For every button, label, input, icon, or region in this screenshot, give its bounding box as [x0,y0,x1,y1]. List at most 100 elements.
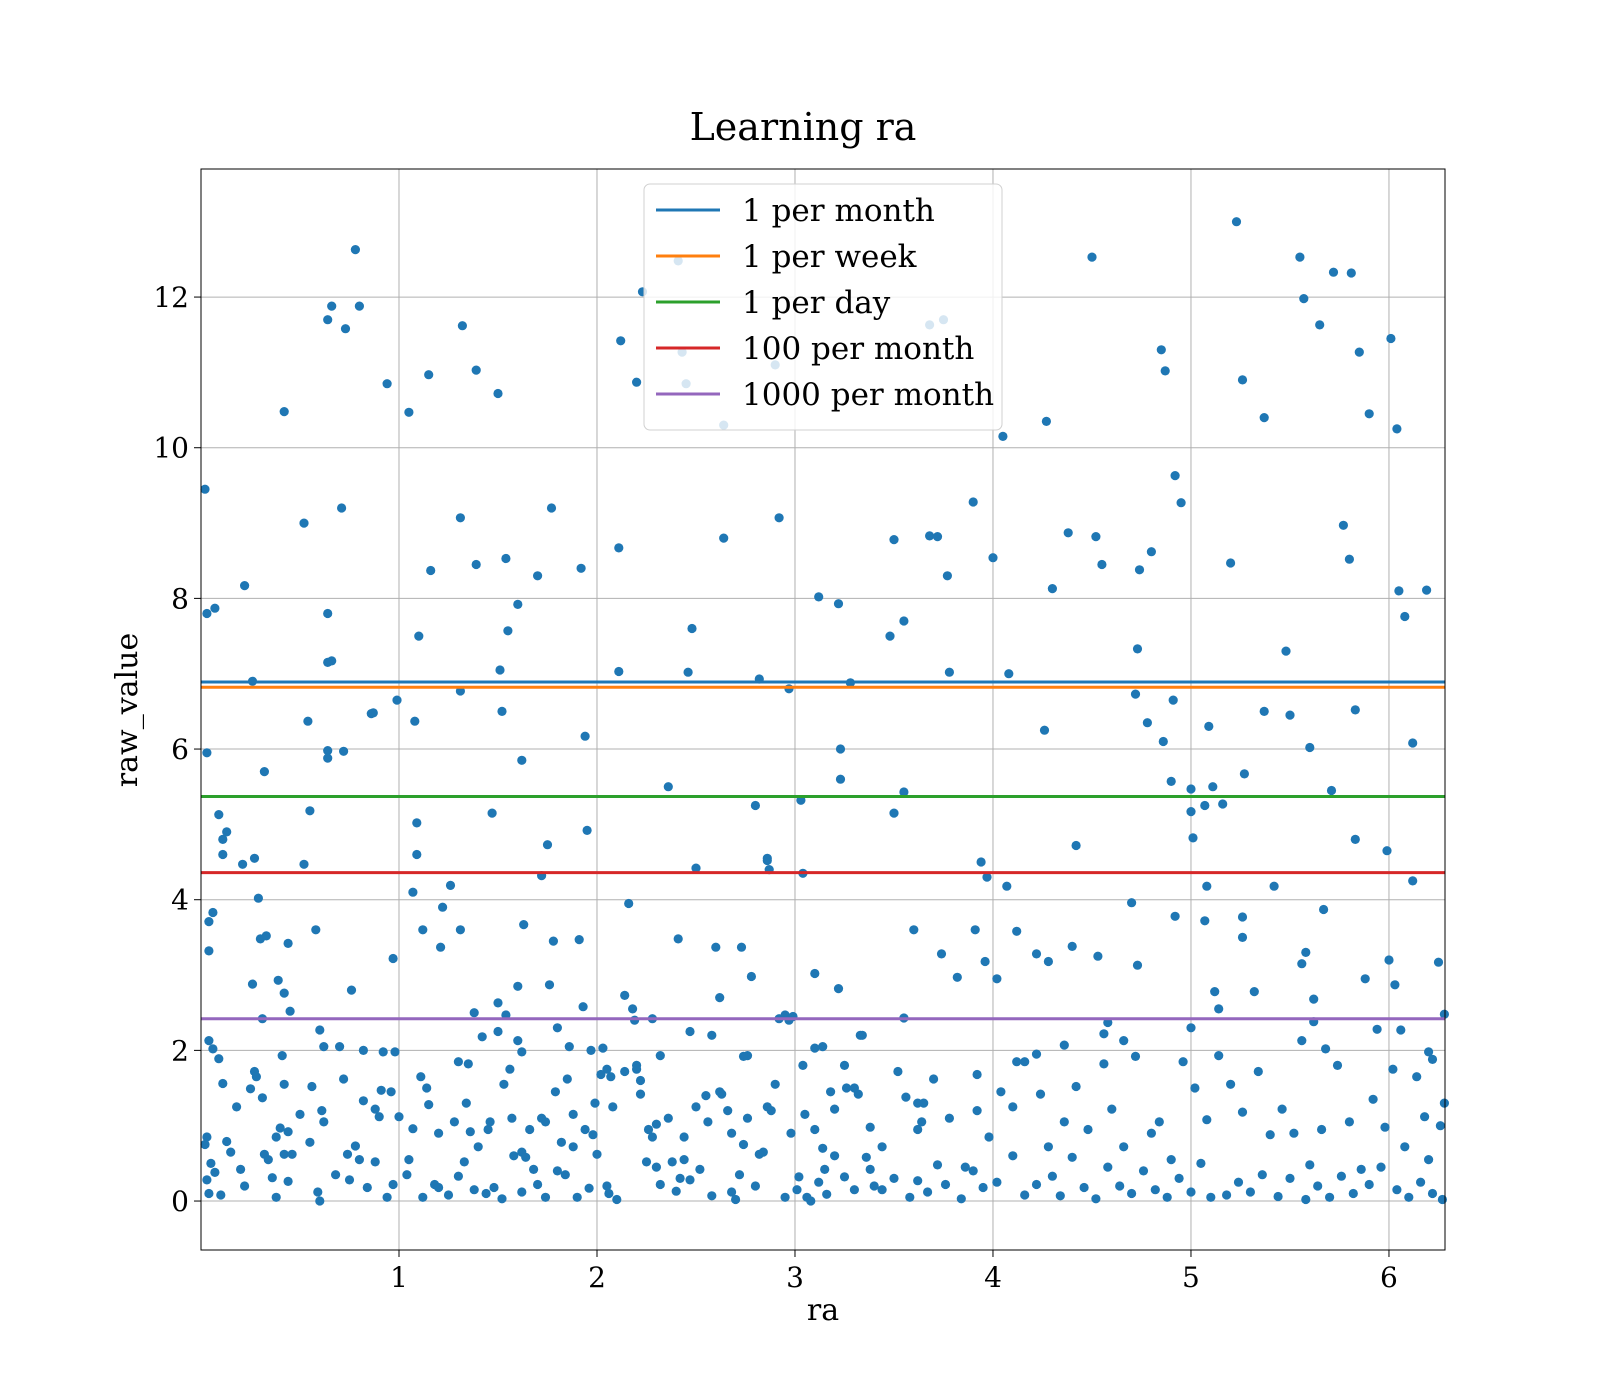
data-point [691,1102,701,1112]
data-point [200,1139,210,1150]
data-point [485,1117,495,1127]
data-point [1386,333,1396,344]
data-point [1427,1054,1438,1064]
data-point [1233,1177,1244,1187]
data-point [422,1083,432,1093]
data-point [1350,705,1360,715]
data-point [736,942,747,952]
data-point [394,1112,404,1122]
y-tick-label: 10 [153,432,189,465]
data-point [612,1194,622,1205]
data-point [620,990,630,1001]
data-point [410,716,420,726]
data-point [849,1185,860,1195]
data-point [1404,1192,1414,1202]
data-point [1031,1049,1042,1059]
data-point [1305,1160,1315,1170]
data-point [202,1175,212,1185]
data-point [473,1142,483,1152]
data-point [738,1051,749,1061]
data-point [408,887,418,897]
data-point [1237,932,1248,943]
data-point [853,1089,863,1099]
data-point [1146,547,1156,557]
data-point [592,1149,602,1159]
data-point [1130,1051,1141,1061]
data-point [582,825,592,836]
data-point [988,553,998,563]
data-point [1002,881,1012,891]
data-point [416,1072,426,1082]
data-point [287,1149,297,1159]
chart-title: Learning ra [690,105,917,149]
data-point [517,755,527,765]
data-point [784,684,794,694]
data-point [495,665,505,675]
data-point [1166,1155,1176,1165]
data-point [1408,738,1418,748]
data-point [1400,1142,1410,1152]
data-point [976,857,986,867]
data-point [529,1164,539,1174]
data-point [835,744,846,754]
data-point [214,1054,224,1064]
data-point [1020,1057,1030,1067]
data-point [247,979,258,989]
data-point [1079,1182,1089,1193]
data-point [1214,1004,1224,1014]
data-point [1087,252,1097,262]
data-point [1186,807,1196,817]
y-tick-label: 4 [171,884,189,917]
data-point [695,1164,705,1174]
data-point [257,1093,267,1103]
data-point [1400,611,1410,622]
data-point [469,1008,479,1018]
data-point [236,1164,246,1174]
data-point [1301,1194,1311,1205]
data-point [913,1124,923,1135]
data-point [810,1043,820,1053]
data-point [509,1151,519,1161]
data-point [453,1057,463,1067]
data-point [1237,375,1248,385]
data-point [1277,1104,1287,1114]
data-point [960,1162,970,1172]
data-point [1336,1171,1346,1181]
data-point [362,1182,372,1193]
data-point [602,1064,612,1074]
data-point [826,1087,836,1097]
data-point [493,1026,503,1037]
data-point [857,1030,867,1040]
data-point [505,1064,515,1074]
data-point [562,1074,572,1084]
data-point [1067,1152,1077,1162]
data-point [932,1160,943,1170]
data-point [232,1102,242,1112]
data-point [1328,267,1339,277]
data-point [378,1047,388,1057]
data-point [210,603,220,613]
data-point [877,1142,887,1152]
data-point [750,1181,761,1191]
data-point [305,1137,315,1147]
data-point [742,1113,753,1123]
data-point [1119,1142,1129,1152]
x-tick-label: 4 [984,1261,1002,1294]
data-point [216,1190,226,1200]
data-point [1166,776,1176,787]
data-point [1146,1128,1156,1138]
data-point [487,808,497,818]
data-point [202,748,212,758]
data-point [1297,1036,1307,1046]
data-point [675,1173,685,1183]
data-point [1059,1117,1069,1127]
data-point [913,1176,923,1186]
data-point [909,925,919,935]
data-point [402,1170,412,1180]
data-point [992,974,1002,984]
data-point [240,1181,250,1191]
data-point [540,1192,551,1202]
data-point [1265,1130,1275,1140]
data-point [1063,528,1073,538]
data-point [1083,1124,1093,1135]
